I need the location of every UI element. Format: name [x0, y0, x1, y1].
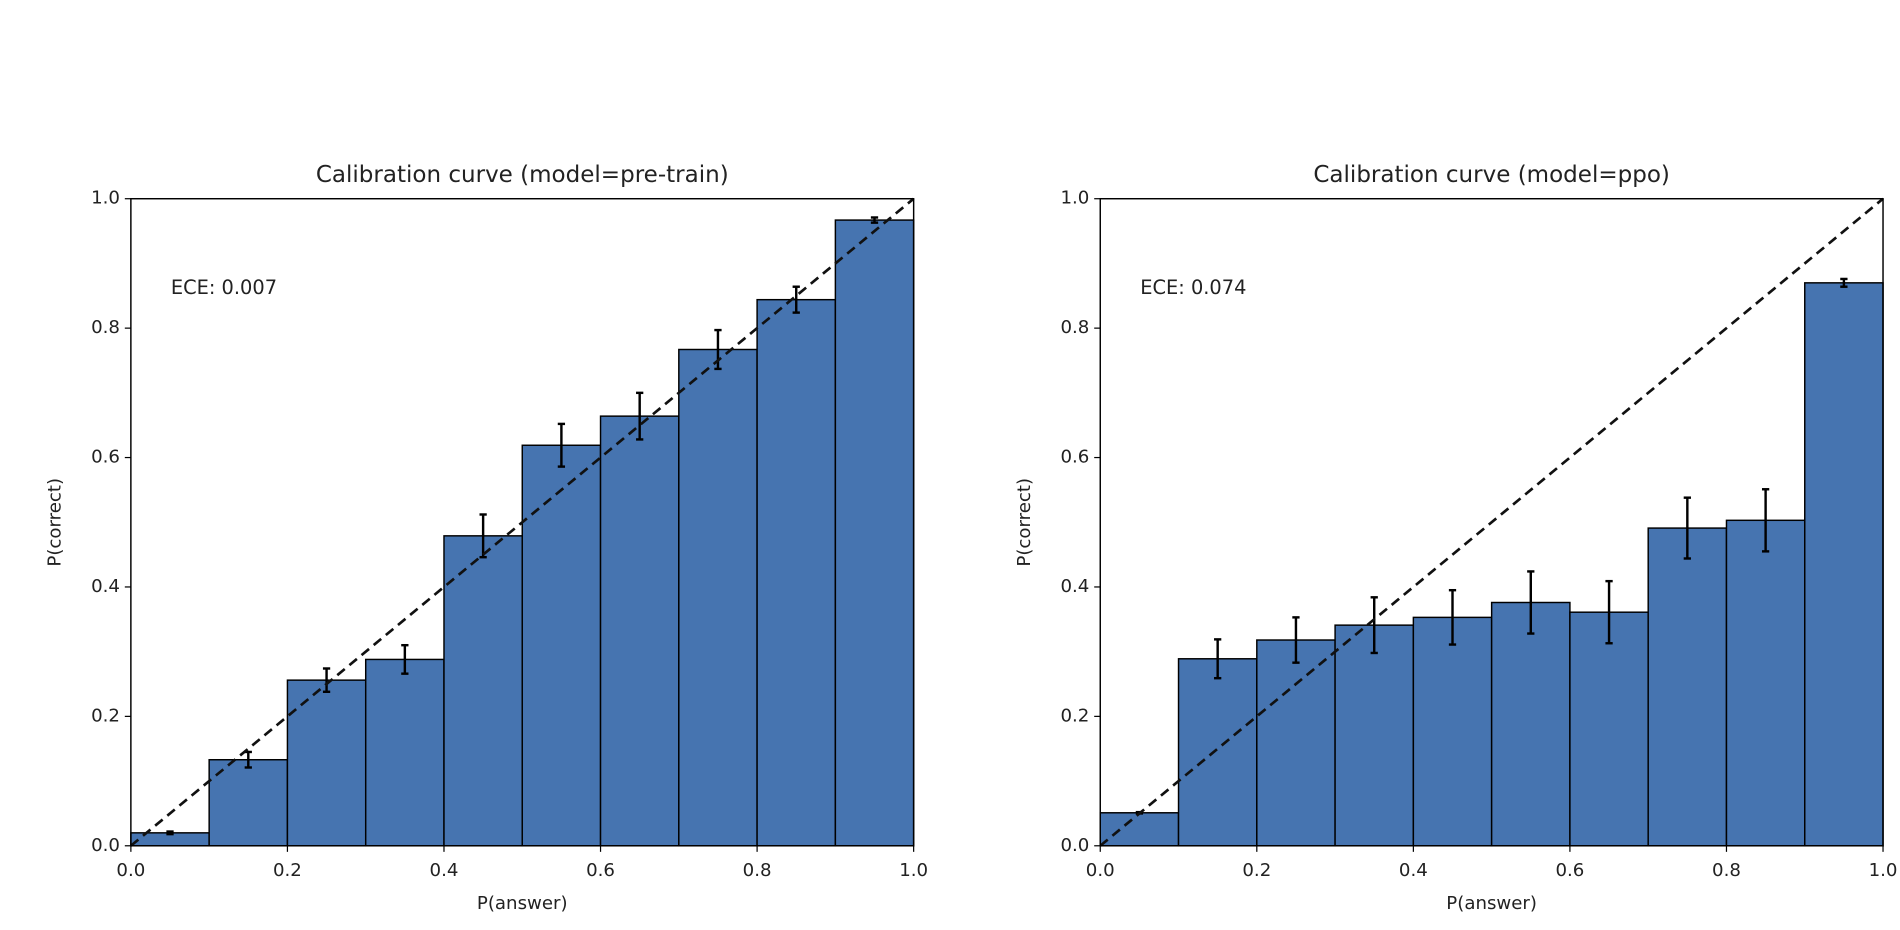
error-bar: [1840, 277, 1848, 288]
chart-title: Calibration curve (model=ppo): [1313, 162, 1670, 188]
x-tick-label: 0.2: [273, 860, 302, 881]
bar: [1647, 527, 1728, 847]
x-tick-label: 0.2: [1242, 860, 1271, 881]
error-bar: [479, 513, 487, 559]
axes-frame: [130, 197, 915, 847]
ece-annotation: ECE: 0.074: [1140, 276, 1246, 299]
bar: [1804, 282, 1884, 847]
bar: [834, 219, 915, 847]
y-tick-label: 0.4: [1060, 576, 1089, 597]
bar: [1177, 658, 1258, 847]
x-axis-label: P(answer): [477, 893, 568, 914]
bar: [1099, 812, 1180, 847]
bar: [208, 758, 289, 847]
y-axis-label: P(correct): [1014, 478, 1035, 567]
x-tick-label: 0.4: [1399, 860, 1428, 881]
y-axis-label: P(correct): [45, 478, 66, 567]
error-bar: [1605, 579, 1613, 645]
error-bar: [1214, 638, 1222, 680]
error-bar: [322, 667, 331, 693]
bar: [364, 658, 445, 847]
x-tick-label: 0.8: [743, 860, 772, 881]
error-bar: [166, 830, 174, 836]
error-bar: [1370, 596, 1378, 655]
bar: [1334, 624, 1415, 847]
y-tick-label: 0.8: [91, 317, 120, 338]
bar: [599, 415, 680, 847]
x-axis-label: P(answer): [1446, 893, 1537, 914]
error-bar: [1292, 616, 1300, 664]
y-tick-label: 1.0: [1060, 188, 1089, 209]
y-tick-label: 1.0: [91, 188, 120, 209]
bar: [1490, 601, 1571, 847]
ece-annotation: ECE: 0.007: [171, 276, 277, 299]
error-bar: [714, 328, 722, 371]
bar: [1256, 639, 1336, 847]
error-bar: [401, 643, 409, 675]
error-bar: [1448, 588, 1457, 646]
x-tick-label: 0.6: [1555, 860, 1584, 881]
bar: [1725, 519, 1806, 847]
y-tick-label: 0.2: [91, 705, 120, 726]
x-tick-label: 1.0: [1869, 860, 1898, 881]
y-tick-label: 0.2: [1060, 705, 1089, 726]
x-tick-label: 0.8: [1712, 860, 1741, 881]
bar: [1412, 616, 1493, 847]
x-tick-label: 0.0: [1086, 860, 1115, 881]
y-tick-label: 0.0: [1060, 835, 1089, 856]
error-bar: [870, 216, 879, 224]
chart-title: Calibration curve (model=pre-train): [316, 162, 729, 188]
x-tick-label: 1.0: [899, 860, 928, 881]
y-tick-label: 0.4: [91, 576, 120, 597]
x-tick-label: 0.4: [430, 860, 459, 881]
bar: [678, 348, 758, 847]
axes-frame: [1099, 197, 1884, 847]
error-bar: [1527, 570, 1535, 635]
y-tick-label: 0.6: [91, 447, 120, 468]
x-tick-label: 0.6: [586, 860, 615, 881]
x-tick-label: 0.0: [116, 860, 145, 881]
error-bar: [1683, 496, 1691, 560]
error-bar: [557, 422, 566, 468]
error-bar: [1761, 488, 1770, 553]
bar: [1569, 611, 1649, 847]
bar: [756, 298, 837, 847]
y-tick-label: 0.0: [91, 835, 120, 856]
error-bar: [792, 285, 800, 314]
bar: [286, 679, 367, 847]
bar: [521, 444, 602, 847]
bar: [443, 535, 523, 847]
error-bar: [636, 391, 644, 441]
y-tick-label: 0.6: [1060, 447, 1089, 468]
y-tick-label: 0.8: [1060, 317, 1089, 338]
diagonal-reference: [1099, 197, 1884, 847]
diagonal-reference: [130, 197, 915, 847]
